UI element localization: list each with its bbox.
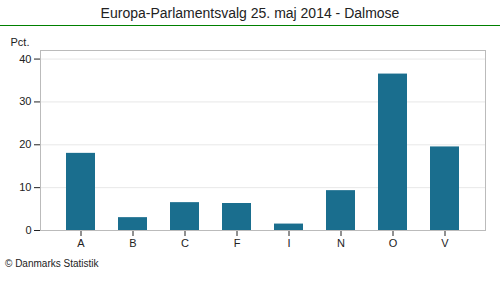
svg-text:20: 20 — [19, 138, 31, 150]
html-text:© Danmarks Statistik: © Danmarks Statistik — [5, 258, 99, 269]
svg-text:30: 30 — [19, 95, 31, 107]
svg-text:40: 40 — [19, 53, 31, 65]
svg-text:O: O — [389, 237, 398, 249]
html-text:Europa-Parlamentsvalg 25. maj: Europa-Parlamentsvalg 25. maj 2014 - Dal… — [100, 5, 400, 21]
svg-text:0: 0 — [25, 224, 31, 236]
svg-text:F: F — [234, 237, 241, 249]
svg-text:10: 10 — [19, 181, 31, 193]
svg-text:N: N — [337, 237, 345, 249]
svg-text:C: C — [181, 237, 189, 249]
svg-text:I: I — [287, 237, 290, 249]
svg-text:V: V — [441, 237, 449, 249]
svg-text:A: A — [77, 237, 85, 249]
svg-text:B: B — [129, 237, 136, 249]
svg-text:Pct.: Pct. — [11, 36, 30, 48]
